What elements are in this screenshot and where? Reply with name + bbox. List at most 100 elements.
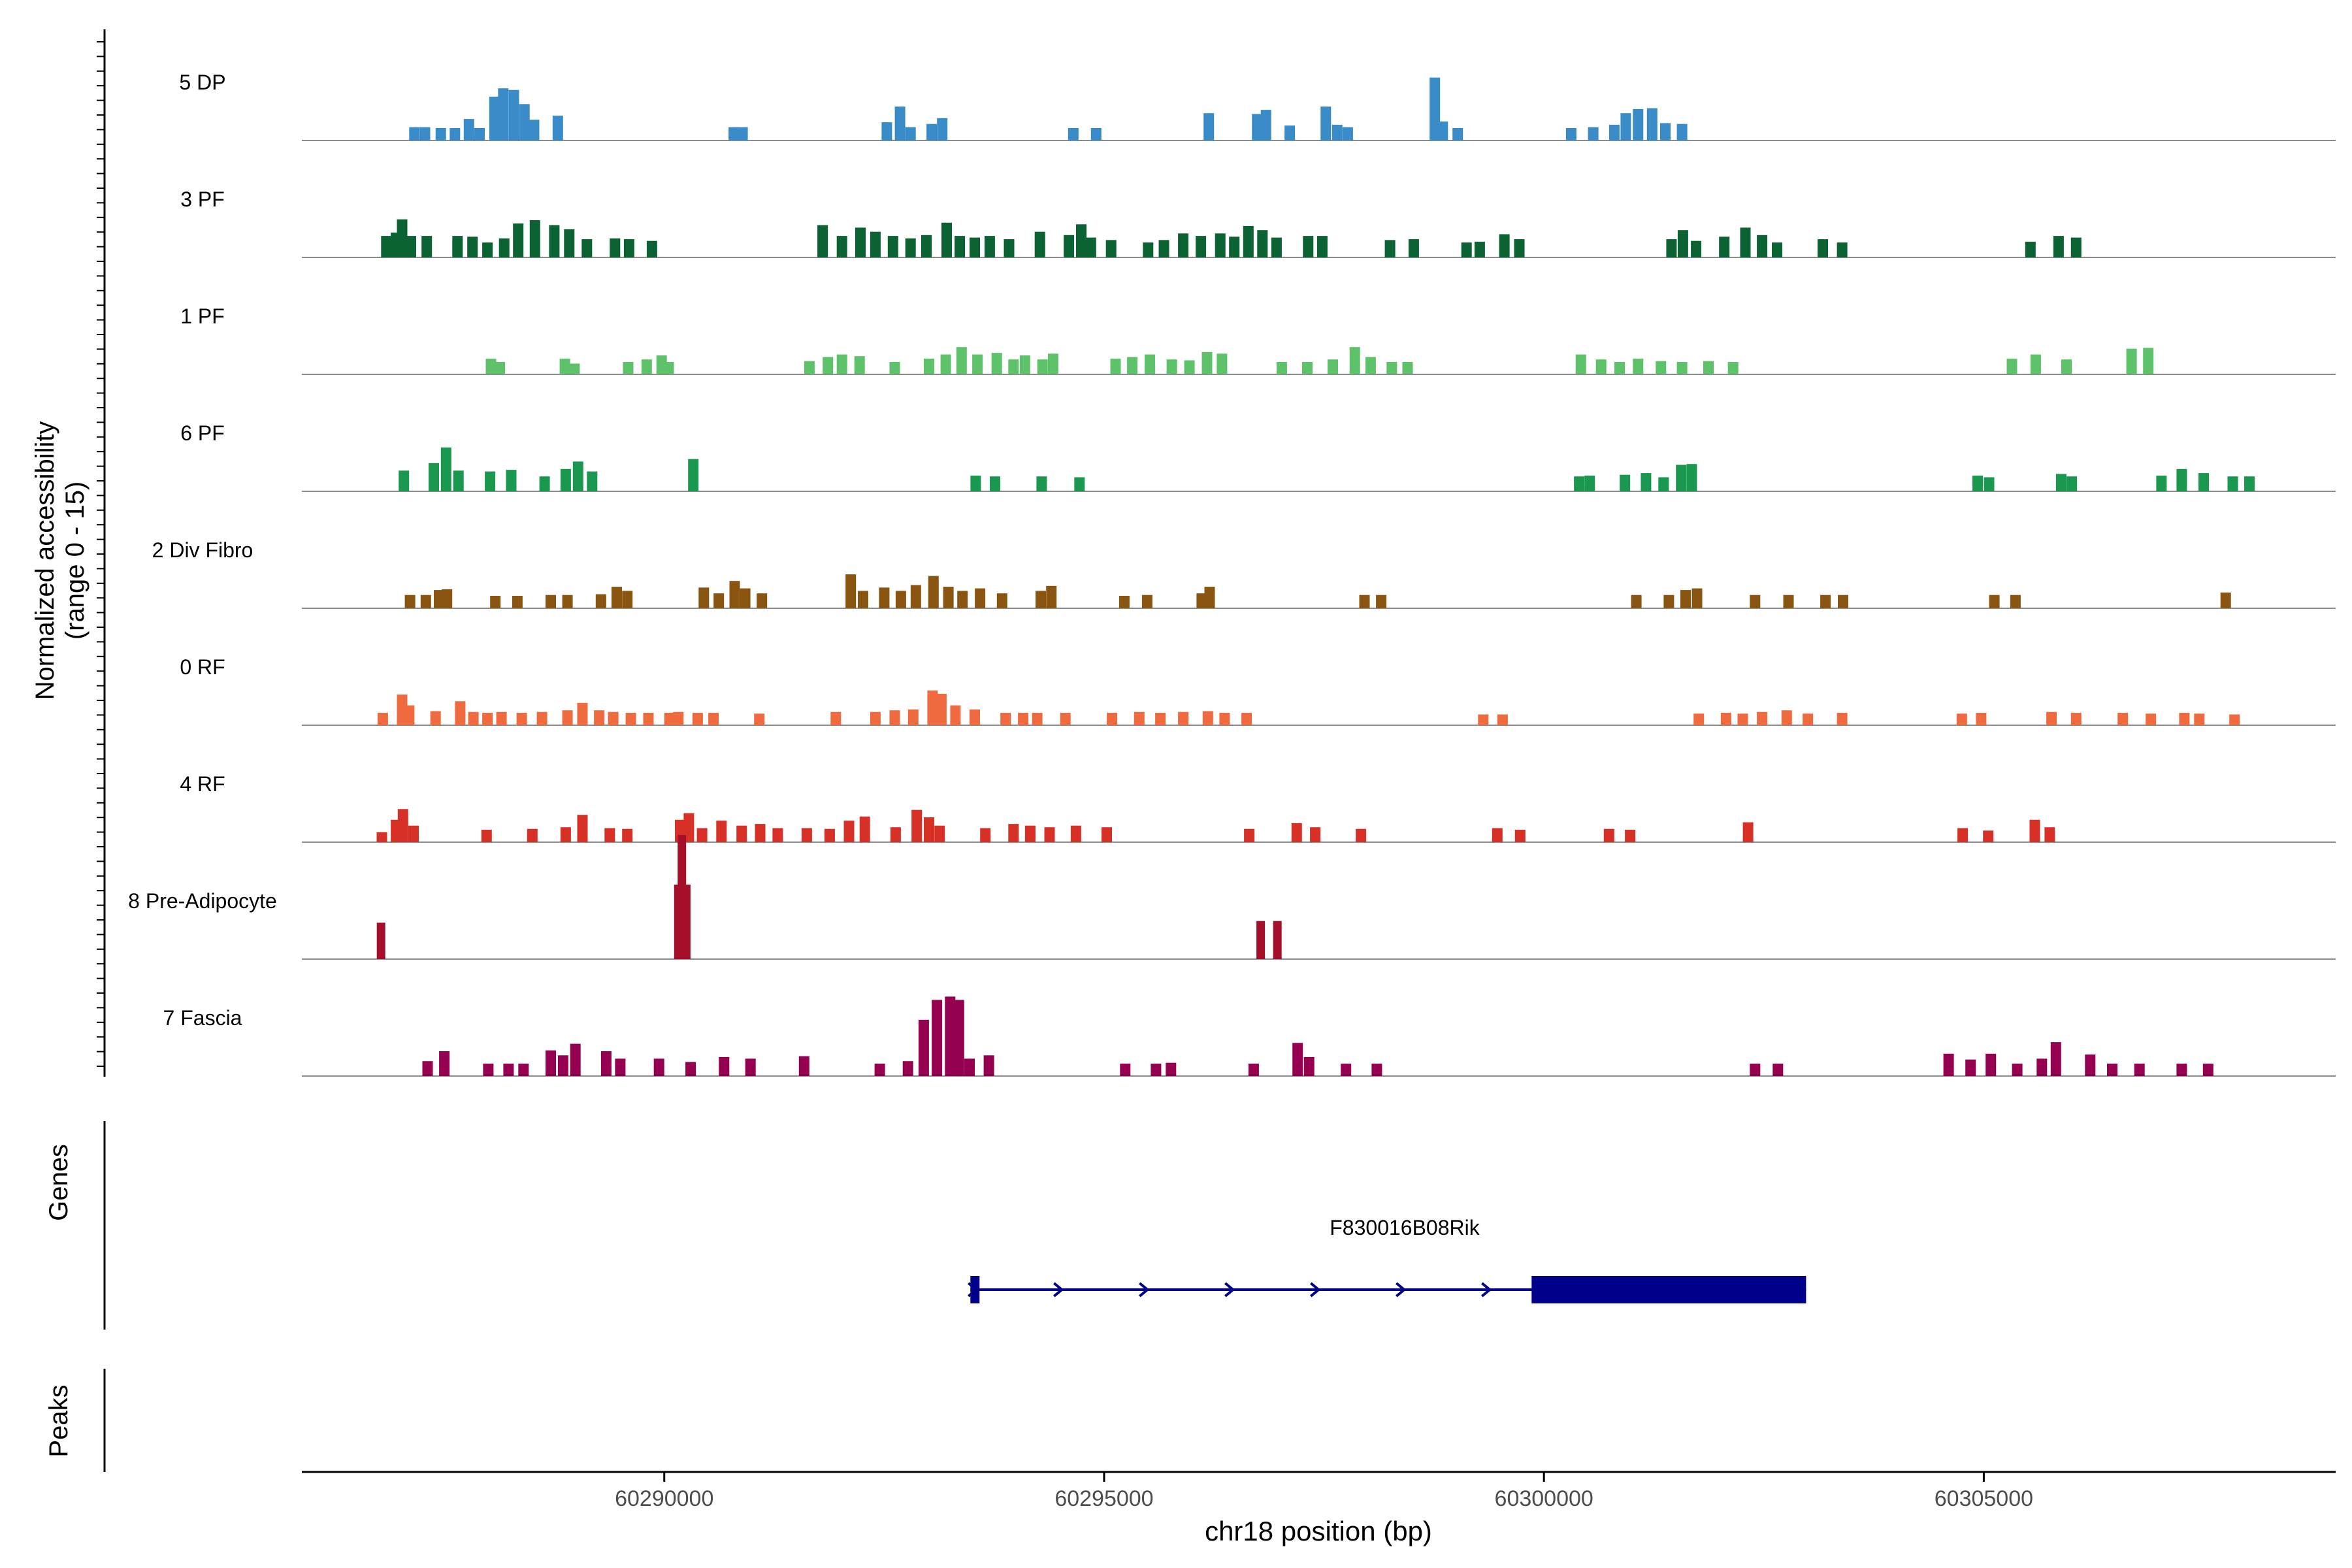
coverage-bar (688, 459, 699, 491)
coverage-bar (1000, 713, 1011, 725)
coverage-bar (2107, 1064, 2117, 1076)
coverage-bar (577, 702, 588, 725)
coverage-bar (1625, 830, 1636, 842)
coverage-bar (673, 711, 684, 725)
coverage-bar (902, 1061, 913, 1076)
coverage-bar (798, 1056, 809, 1076)
coverage-bar (463, 119, 474, 140)
coverage-bar (1328, 359, 1338, 374)
coverage-bar (570, 1043, 581, 1076)
coverage-bar (2006, 358, 2017, 374)
coverage-bar (879, 587, 890, 608)
coverage-bar (560, 468, 571, 491)
coverage-bar (1202, 711, 1213, 725)
coverage-bar (1658, 477, 1669, 491)
track-5-dp: 5 DP (179, 71, 2336, 141)
coverage-bar (907, 709, 919, 725)
coverage-bar (2194, 713, 2205, 725)
coverage-bar (552, 116, 563, 140)
coverage-bar (955, 236, 966, 257)
coverage-bar (889, 362, 900, 374)
coverage-bar (2029, 819, 2040, 842)
coverage-bar (623, 362, 634, 374)
coverage-bar (1574, 476, 1585, 491)
coverage-bar (1229, 237, 1240, 257)
coverage-bar (1215, 233, 1226, 257)
coverage-bar (1497, 714, 1508, 725)
coverage-bar (1158, 240, 1169, 257)
coverage-bar (1818, 239, 1828, 257)
coverage-bar (1492, 828, 1503, 842)
coverage-bar (419, 127, 431, 140)
coverage-bar (421, 236, 433, 257)
coverage-bar (953, 1000, 964, 1076)
coverage-bar (956, 347, 967, 374)
coverage-bar (1248, 1064, 1259, 1076)
coverage-bar (643, 713, 654, 725)
coverage-bar (1983, 830, 1994, 842)
coverage-bar (1102, 827, 1112, 842)
coverage-bar (508, 90, 519, 140)
coverage-bar (716, 821, 727, 842)
coverage-bar (595, 594, 606, 608)
coverage-bar (406, 236, 416, 257)
coverage-bar (572, 461, 583, 491)
coverage-bar (970, 475, 981, 491)
coverage-bar (2036, 1058, 2048, 1076)
coverage-bar (1196, 236, 1207, 257)
coverage-bar (1676, 123, 1688, 140)
coverage-bar (453, 470, 464, 491)
coverage-bar (495, 362, 505, 374)
coverage-bar (1155, 713, 1166, 725)
coverage-bar (1461, 242, 1472, 257)
coverage-bar (1178, 233, 1189, 257)
coverage-bar (1575, 354, 1586, 374)
coverage-bar (1972, 475, 1983, 491)
coverage-bar (2126, 348, 2137, 374)
coverage-bar (485, 471, 496, 491)
coverage-bar (1018, 713, 1029, 725)
coverage-bar (1750, 595, 1761, 608)
coverage-bar (1257, 230, 1268, 257)
coverage-bar (692, 713, 703, 725)
coverage-bar (936, 693, 947, 725)
coverage-bar (564, 229, 575, 257)
coverage-bar (1032, 713, 1043, 725)
coverage-bar (2117, 713, 2129, 725)
coverage-bar (1244, 828, 1255, 842)
track-label: 1 PF (180, 304, 225, 328)
coverage-bar (664, 713, 675, 725)
coverage-bar (1070, 825, 1081, 842)
coverage-bar (539, 476, 550, 491)
coverage-bar (1008, 824, 1019, 842)
coverage-bar (854, 356, 865, 374)
coverage-bar (439, 1051, 450, 1076)
coverage-bar (377, 713, 388, 725)
coverage-bar (2050, 1042, 2061, 1076)
coverage-bar (1151, 1064, 1162, 1076)
coverage-bar (1429, 77, 1441, 140)
coverage-bar (1956, 713, 1967, 725)
coverage-bar (1331, 124, 1343, 140)
coverage-bar (910, 585, 921, 608)
coverage-bar (483, 1064, 494, 1076)
coverage-bar (2053, 236, 2064, 257)
coverage-bar (397, 219, 408, 257)
coverage-bar (490, 596, 501, 608)
coverage-bar (924, 358, 934, 374)
coverage-bar (1588, 127, 1599, 140)
coverage-bar (1166, 359, 1177, 374)
coverage-bar (399, 470, 410, 491)
coverage-bar (498, 88, 509, 140)
coverage-bar (1276, 362, 1287, 374)
coverage-bar (1965, 1059, 1976, 1076)
coverage-bar (823, 357, 834, 374)
coverage-bar (1303, 1056, 1315, 1076)
y-axis-title-line2: (range 0 - 15) (61, 482, 90, 640)
coverage-bar (1386, 362, 1397, 374)
coverage-bar (843, 821, 855, 842)
gene-exon (1531, 1276, 1806, 1303)
coverage-bar (957, 591, 968, 608)
coverage-bar (941, 222, 952, 257)
coverage-bar (1047, 353, 1058, 374)
